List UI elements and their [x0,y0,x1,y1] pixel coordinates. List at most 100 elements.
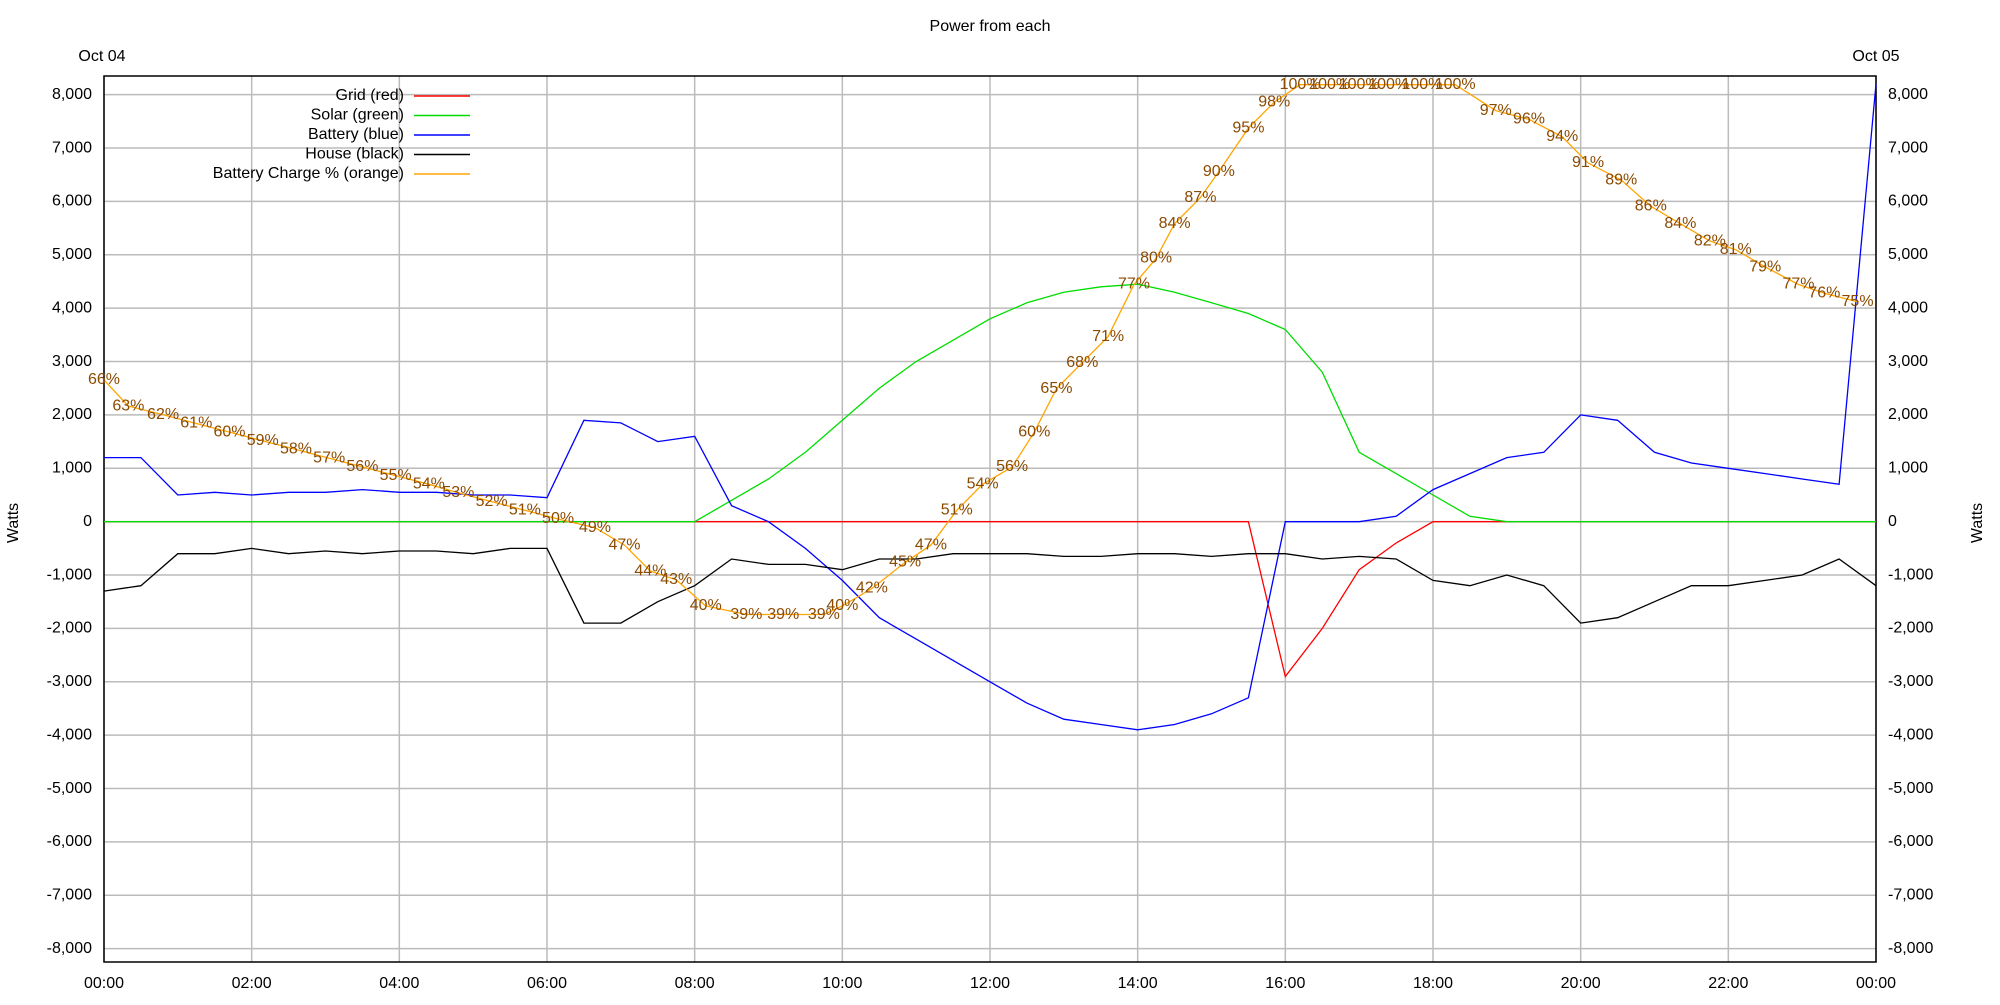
y-tick-label: 5,000 [52,246,92,263]
data-label: 60% [214,423,246,440]
x-tick-label: 22:00 [1708,975,1748,992]
data-label: 100% [1309,76,1350,93]
legend-label: Battery (blue) [308,126,404,143]
y-tick-label: -6,000 [47,833,92,850]
data-label: 47% [915,536,947,553]
x-tick-label: 12:00 [970,975,1010,992]
data-label: 84% [1664,215,1696,232]
legend-label: House (black) [305,146,404,163]
y2-tick-label: -3,000 [1888,673,1933,690]
x-tick-label: 16:00 [1265,975,1305,992]
data-label: 49% [579,519,611,536]
data-label: 89% [1605,171,1637,188]
data-label: 84% [1159,215,1191,232]
y2-tick-label: -2,000 [1888,620,1933,637]
plot-frame [103,75,1877,963]
data-label: 53% [442,484,474,501]
data-label: 58% [280,441,312,458]
y2-tick-label: -4,000 [1888,726,1933,743]
data-label: 77% [1782,276,1814,293]
x-tick-label: 18:00 [1413,975,1453,992]
data-label: 52% [476,493,508,510]
x-tick-label: 02:00 [232,975,272,992]
data-label: 97% [1480,102,1512,119]
data-label: 79% [1749,258,1781,275]
x-tick-label: 14:00 [1118,975,1158,992]
data-label: 51% [509,502,541,519]
data-label: 54% [413,475,445,492]
data-label: 98% [1258,93,1290,110]
data-label: 56% [346,458,378,475]
chart-title: Power from each [930,18,1051,35]
y-tick-label: -3,000 [47,673,92,690]
y-tick-label: 2,000 [52,406,92,423]
data-label: 59% [247,432,279,449]
data-label: 100% [1368,76,1409,93]
data-label: 50% [542,510,574,527]
data-label: 54% [967,475,999,492]
y-tick-label: -5,000 [47,780,92,797]
y2-tick-label: 4,000 [1888,299,1928,316]
legend-label: Solar (green) [311,107,404,124]
data-label: 82% [1694,232,1726,249]
series-line [104,83,1877,731]
series-line [103,84,1858,616]
x-tick-label: 20:00 [1561,975,1601,992]
date-label: Oct 05 [1852,48,1899,65]
data-label: 61% [180,415,212,432]
data-label: 91% [1572,154,1604,171]
data-label: 90% [1203,163,1235,180]
series-line [103,547,1877,624]
data-label: 77% [1118,276,1150,293]
y2-tick-label: -8,000 [1888,940,1933,957]
data-label: 62% [147,406,179,423]
data-label: 39% [730,606,762,623]
data-label: 68% [1066,354,1098,371]
x-tick-label: 04:00 [379,975,419,992]
data-label: 75% [1842,293,1874,310]
data-label: 100% [1401,76,1442,93]
y-tick-label: -1,000 [47,566,92,583]
data-label: 81% [1720,241,1752,258]
data-label: 47% [609,536,641,553]
data-label: 57% [313,449,345,466]
y2-tick-label: 2,000 [1888,406,1928,423]
y-tick-label: -2,000 [47,620,92,637]
data-label: 39% [767,606,799,623]
x-tick-label: 06:00 [527,975,567,992]
y-tick-label: -7,000 [47,887,92,904]
y2-tick-label: -6,000 [1888,833,1933,850]
data-label: 65% [1040,380,1072,397]
y-tick-label: 6,000 [52,193,92,210]
y-tick-label: 0 [83,513,92,530]
data-label: 86% [1635,198,1667,215]
data-label: 45% [889,554,921,571]
y2-tick-label: 0 [1888,513,1897,530]
y2-tick-label: 6,000 [1888,193,1928,210]
y2-tick-label: 7,000 [1888,139,1928,156]
y-tick-label: -8,000 [47,940,92,957]
x-tick-label: 10:00 [822,975,862,992]
data-label: 44% [634,562,666,579]
data-label: 100% [1435,76,1476,93]
y2-tick-label: -5,000 [1888,780,1933,797]
y2-tick-label: 5,000 [1888,246,1928,263]
data-label: 71% [1092,328,1124,345]
y-tick-label: -4,000 [47,726,92,743]
data-label: 87% [1184,189,1216,206]
x-tick-label: 00:00 [1856,975,1896,992]
data-label: 100% [1280,76,1321,93]
y2-tick-label: 8,000 [1888,86,1928,103]
data-label: 63% [112,397,144,414]
y-axis-label: Watts [5,503,22,543]
data-label: 100% [1339,76,1380,93]
y-tick-label: 4,000 [52,299,92,316]
y2-tick-label: -7,000 [1888,887,1933,904]
y-tick-label: 3,000 [52,353,92,370]
data-label: 96% [1513,111,1545,128]
series-line [104,283,1876,523]
y-axis-label: Watts [1969,503,1986,543]
legend-label: Battery Charge % (orange) [213,165,404,182]
data-label: 60% [1018,423,1050,440]
